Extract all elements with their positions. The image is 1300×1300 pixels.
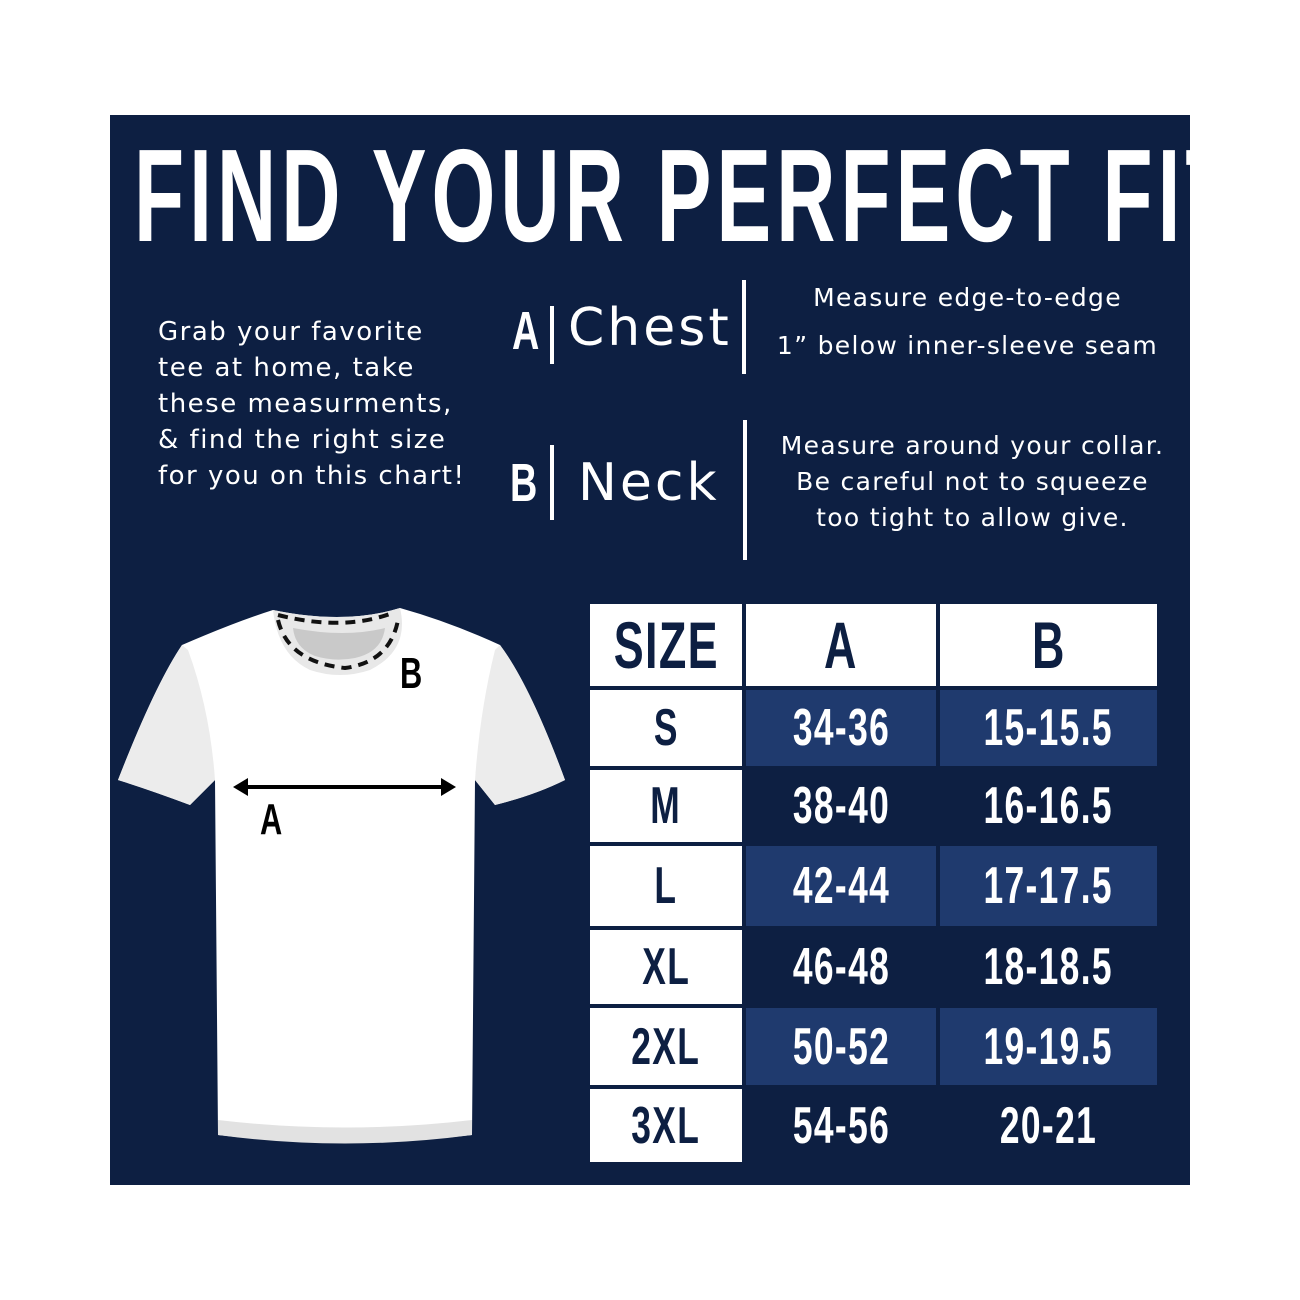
cell-a: 38-40 (746, 770, 936, 842)
cell-size: S (590, 690, 742, 766)
measure-a-letter: A (512, 301, 540, 361)
header-a: A (746, 604, 936, 686)
cell-a: 46-48 (746, 930, 936, 1004)
cell-size: XL (590, 930, 742, 1004)
measure-b-name: Neck (578, 453, 720, 513)
desc-line: Measure edge-to-edge (813, 283, 1122, 312)
divider (550, 445, 554, 520)
collar-inner (293, 628, 385, 660)
measure-b-letter: B (510, 453, 538, 513)
desc-line: Measure around your collar. (780, 431, 1165, 460)
cell-a: 50-52 (746, 1008, 936, 1085)
tshirt-body (118, 608, 565, 1143)
cell-b: 17-17.5 (940, 846, 1157, 926)
chest-arrow (233, 778, 456, 796)
cell-a: 54-56 (746, 1089, 936, 1162)
hem (218, 1120, 472, 1144)
desc-line: Be careful not to squeeze (796, 467, 1149, 496)
divider (742, 280, 746, 374)
measure-a-name: Chest (568, 298, 732, 358)
cell-size: 2XL (590, 1008, 742, 1085)
cell-size: 3XL (590, 1089, 742, 1162)
cell-b: 16-16.5 (940, 770, 1157, 842)
header-b: B (940, 604, 1157, 686)
tshirt-diagram: A B (118, 608, 565, 1144)
cell-a: 34-36 (746, 690, 936, 766)
intro-text: Grab your favorite tee at home, take the… (158, 317, 466, 491)
divider (743, 420, 747, 560)
cell-b: 19-19.5 (940, 1008, 1157, 1085)
cell-b: 20-21 (940, 1089, 1157, 1162)
cell-a: 42-44 (746, 846, 936, 926)
diagram-label-b: B (400, 650, 422, 699)
cell-size: L (590, 846, 742, 926)
desc-line: too tight to allow give. (816, 503, 1129, 532)
header-size: SIZE (590, 604, 742, 686)
divider (550, 306, 554, 364)
desc-line: 1” below inner-sleeve seam (776, 331, 1159, 360)
sleeve-right (475, 645, 565, 805)
cell-size: M (590, 770, 742, 842)
neck-dashed-line (276, 610, 400, 671)
cell-b: 18-18.5 (940, 930, 1157, 1004)
page-title: FIND YOUR PERFECT FIT! (134, 122, 1273, 269)
sleeve-left (118, 645, 215, 805)
measure-b-description: Measure around your collar. Be careful n… (755, 428, 1190, 536)
cell-b: 15-15.5 (940, 690, 1157, 766)
measure-a-description: Measure edge-to-edge 1” below inner-slee… (755, 280, 1180, 364)
diagram-label-a: A (260, 796, 282, 845)
